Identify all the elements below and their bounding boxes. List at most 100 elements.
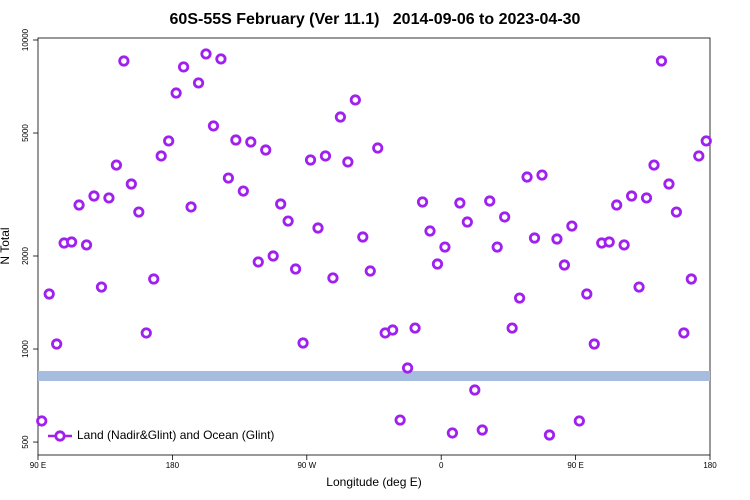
point — [342, 156, 354, 168]
point — [439, 241, 451, 253]
point — [558, 259, 571, 271]
point — [364, 265, 376, 277]
point — [521, 171, 533, 183]
y-axis-label: N Total — [0, 227, 12, 264]
point — [207, 120, 220, 132]
point — [110, 159, 123, 171]
point — [499, 211, 511, 223]
point — [118, 55, 130, 67]
point — [260, 144, 272, 156]
point — [588, 338, 600, 350]
point — [349, 94, 361, 106]
point — [633, 281, 645, 293]
point — [178, 61, 190, 73]
point — [185, 201, 197, 213]
x-axis-label: Longitude (deg E) — [326, 475, 421, 489]
point — [51, 338, 63, 350]
point — [73, 199, 85, 211]
point — [387, 324, 399, 336]
point — [573, 415, 585, 427]
point — [304, 154, 317, 166]
point — [528, 232, 541, 244]
point — [103, 192, 115, 204]
point — [431, 258, 444, 270]
point — [163, 135, 175, 147]
point — [670, 206, 683, 218]
point — [566, 220, 578, 232]
point — [536, 169, 548, 181]
point — [551, 233, 563, 245]
point — [312, 222, 324, 234]
point — [275, 198, 287, 210]
point — [327, 272, 339, 284]
point — [678, 327, 690, 339]
point — [581, 288, 593, 300]
point — [506, 322, 518, 334]
x-tick-label: 180 — [703, 461, 717, 470]
point — [88, 190, 100, 202]
point — [267, 250, 279, 262]
y-tick-label: 500 — [21, 435, 30, 449]
point — [700, 135, 712, 147]
point — [245, 136, 257, 148]
point — [461, 216, 473, 228]
point — [446, 427, 458, 439]
point — [603, 236, 615, 248]
x-tick-label: 90 E — [567, 461, 583, 470]
point — [372, 142, 384, 154]
point — [200, 48, 212, 60]
y-tick-label: 5000 — [21, 124, 30, 142]
legend-marker — [54, 430, 66, 442]
point — [476, 424, 488, 436]
x-tick-label: 180 — [166, 461, 180, 470]
y-tick-label: 10000 — [21, 28, 30, 51]
point — [43, 288, 55, 300]
point — [297, 337, 309, 349]
point — [640, 192, 653, 204]
point — [424, 225, 436, 237]
point — [334, 111, 346, 123]
plot-frame — [37, 37, 711, 456]
y-tick-label: 1000 — [21, 340, 30, 358]
point — [230, 134, 242, 146]
point — [416, 196, 429, 208]
x-tick-label: 90 E — [30, 461, 46, 470]
point — [66, 236, 78, 248]
point — [484, 195, 496, 207]
point — [289, 263, 302, 275]
point — [222, 172, 234, 184]
point — [155, 150, 167, 162]
point — [685, 273, 697, 285]
point — [648, 159, 660, 171]
chart-title: 60S-55S February (Ver 11.1) 2014-09-06 t… — [170, 11, 581, 28]
point — [663, 178, 675, 190]
x-tick-label: 90 W — [297, 461, 316, 470]
point — [192, 77, 205, 89]
point — [625, 190, 638, 202]
point — [401, 362, 414, 374]
point — [133, 206, 145, 218]
point — [469, 384, 481, 396]
point — [125, 178, 137, 190]
point — [319, 150, 332, 162]
point — [357, 231, 369, 243]
point — [543, 429, 556, 441]
point — [95, 281, 108, 293]
x-tick-label: 0 — [439, 461, 444, 470]
point — [36, 415, 48, 427]
point — [454, 197, 466, 209]
point — [394, 414, 406, 426]
point — [252, 256, 264, 268]
point — [618, 239, 630, 251]
point — [148, 273, 160, 285]
point — [282, 215, 294, 227]
point — [170, 87, 182, 99]
point — [513, 292, 526, 304]
y-tick-label: 2000 — [21, 247, 30, 265]
point — [409, 322, 421, 334]
legend-label: Land (Nadir&Glint) and Ocean (Glint) — [77, 428, 274, 442]
point — [215, 53, 227, 65]
point — [611, 199, 623, 211]
point — [237, 185, 249, 197]
